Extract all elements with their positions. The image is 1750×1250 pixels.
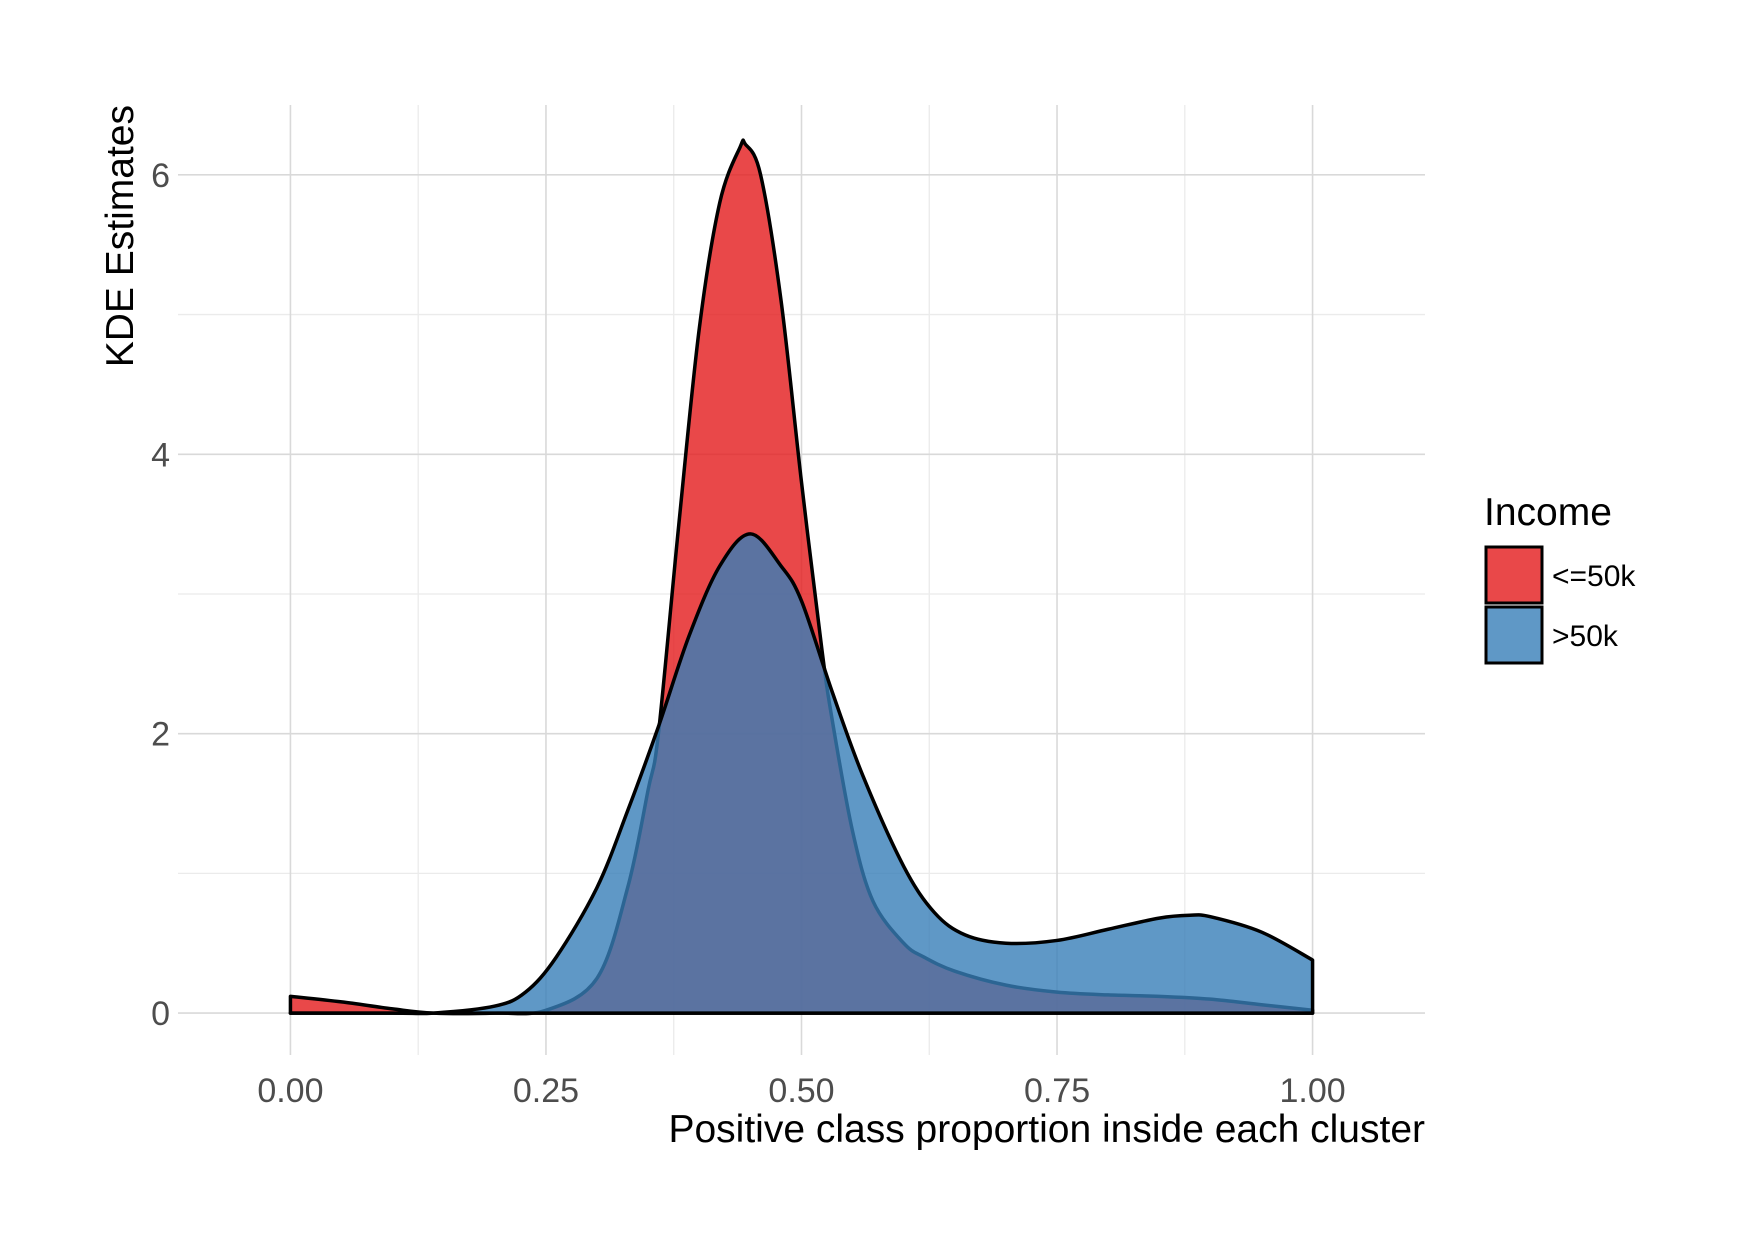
density-areas <box>288 138 1315 1016</box>
y-axis-title: KDE Estimates <box>99 105 142 367</box>
y-axis-ticks: 0 2 4 6 <box>151 157 170 1033</box>
x-tick-label: 1.00 <box>1279 1072 1345 1110</box>
y-tick-label: 0 <box>151 995 170 1033</box>
legend-key-le50k <box>1484 545 1544 605</box>
x-tick-label: 0.00 <box>257 1072 323 1110</box>
x-axis-ticks: 0.00 0.25 0.50 0.75 1.00 <box>257 1072 1345 1110</box>
legend-key-gt50k <box>1484 605 1544 665</box>
x-tick-label: 0.25 <box>513 1072 579 1110</box>
y-tick-label: 4 <box>151 436 170 474</box>
y-tick-label: 6 <box>151 157 170 195</box>
legend: Income <=50k >50k <box>1484 491 1636 665</box>
y-tick-label: 2 <box>151 716 170 754</box>
legend-title: Income <box>1484 491 1612 534</box>
x-tick-label: 0.50 <box>768 1072 834 1110</box>
density-area-gt50k <box>288 532 1315 1016</box>
legend-label-gt50k: >50k <box>1552 620 1619 653</box>
x-axis-title: Positive class proportion inside each cl… <box>668 1108 1425 1151</box>
legend-label-le50k: <=50k <box>1552 560 1636 593</box>
x-tick-label: 0.75 <box>1024 1072 1090 1110</box>
